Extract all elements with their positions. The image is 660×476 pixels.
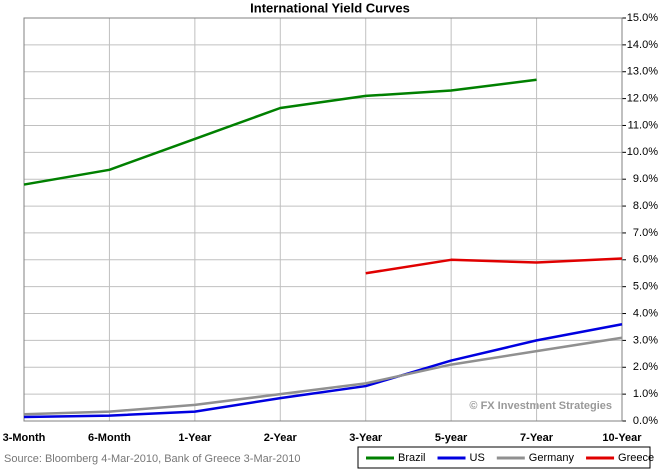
x-tick-label: 5-year xyxy=(435,432,468,444)
x-tick-label: 10-Year xyxy=(602,432,642,444)
y-tick-label: 8.0% xyxy=(633,200,658,212)
x-tick-label: 7-Year xyxy=(520,432,554,444)
x-tick-label: 3-Month xyxy=(3,432,46,444)
y-tick-label: 0.0% xyxy=(633,415,658,427)
x-tick-label: 3-Year xyxy=(349,432,383,444)
y-tick-label: 14.0% xyxy=(627,39,658,51)
y-tick-label: 4.0% xyxy=(633,307,658,319)
y-tick-label: 9.0% xyxy=(633,173,658,185)
x-tick-label: 2-Year xyxy=(264,432,298,444)
y-tick-label: 7.0% xyxy=(633,227,658,239)
y-tick-label: 6.0% xyxy=(633,254,658,266)
legend-label: Greece xyxy=(618,452,654,464)
plot-area xyxy=(23,17,623,422)
y-tick-label: 3.0% xyxy=(633,334,658,346)
y-tick-label: 15.0% xyxy=(627,12,658,24)
series-line xyxy=(23,323,623,419)
legend-label: Germany xyxy=(529,452,575,464)
y-tick-label: 10.0% xyxy=(627,146,658,158)
series-line xyxy=(23,78,537,186)
legend-label: Brazil xyxy=(398,452,426,464)
chart-title: International Yield Curves xyxy=(250,0,410,15)
series-line xyxy=(365,257,623,275)
x-tick-label: 6-Month xyxy=(88,432,131,444)
y-tick-label: 2.0% xyxy=(633,361,658,373)
x-tick-label: 1-Year xyxy=(178,432,212,444)
y-tick-label: 13.0% xyxy=(627,66,658,78)
annotation: © FX Investment Strategies xyxy=(469,400,612,412)
y-tick-label: 12.0% xyxy=(627,93,658,105)
series-line xyxy=(23,336,623,416)
source-note: Source: Bloomberg 4-Mar-2010, Bank of Gr… xyxy=(4,453,301,465)
y-tick-label: 5.0% xyxy=(633,281,658,293)
legend-label: US xyxy=(470,452,485,464)
y-tick-label: 11.0% xyxy=(628,119,659,131)
y-tick-label: 1.0% xyxy=(633,388,658,400)
